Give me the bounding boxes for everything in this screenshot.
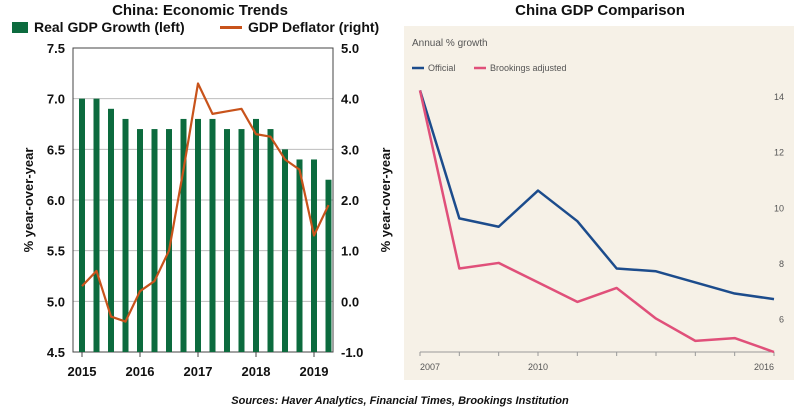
right-chart-background bbox=[404, 26, 794, 380]
legend-gdp-deflator: GDP Deflator (right) bbox=[220, 19, 379, 35]
y-left-tick-label: 5.5 bbox=[47, 244, 65, 259]
legend-real-gdp: Real GDP Growth (left) bbox=[12, 19, 185, 35]
bar-real-gdp bbox=[267, 129, 274, 352]
x-tick-label: 2018 bbox=[242, 364, 271, 379]
y-left-tick-label: 7.0 bbox=[47, 92, 65, 107]
y-right-tick-label: 3.0 bbox=[341, 142, 359, 157]
y-left-tick-label: 7.5 bbox=[47, 41, 65, 56]
legend-gdp-deflator-label: GDP Deflator (right) bbox=[248, 19, 380, 35]
x-tick-label: 2017 bbox=[184, 364, 213, 379]
right-x-tick-label: 2016 bbox=[754, 362, 774, 372]
y-left-axis-label: % year-over-year bbox=[21, 148, 36, 253]
legend-line-swatch bbox=[220, 25, 242, 29]
right-chart: Annual % growth Official Brookings adjuste… bbox=[412, 38, 784, 372]
right-y-tick-label: 8 bbox=[779, 259, 784, 269]
legend-official-label: Official bbox=[428, 63, 455, 73]
bar-real-gdp bbox=[151, 129, 158, 352]
plot-frame bbox=[72, 47, 334, 353]
line-gdp-deflator bbox=[81, 82, 330, 323]
y-right-tick-label: 5.0 bbox=[341, 41, 359, 56]
right-y-tick-label: 12 bbox=[774, 148, 784, 158]
bar-real-gdp bbox=[296, 159, 303, 352]
y-right-tick-label: -1.0 bbox=[341, 345, 363, 360]
source-note: Sources: Haver Analytics, Financial Time… bbox=[231, 395, 569, 407]
bar-real-gdp bbox=[311, 159, 317, 352]
bar-real-gdp bbox=[195, 118, 201, 352]
y-left-tick-label: 5.0 bbox=[47, 294, 65, 309]
y-right-axis-label: % year-over-year bbox=[378, 148, 393, 253]
legend-real-gdp-label: Real GDP Growth (left) bbox=[34, 19, 185, 35]
bar-real-gdp bbox=[282, 149, 288, 352]
right-x-tick-label: 2007 bbox=[420, 362, 440, 372]
bar-real-gdp bbox=[253, 118, 259, 352]
y-left-tick-label: 4.5 bbox=[47, 345, 65, 360]
x-tick-label: 2019 bbox=[300, 364, 329, 379]
bar-real-gdp bbox=[325, 179, 332, 352]
bar-real-gdp bbox=[137, 129, 143, 352]
x-tick-label: 2015 bbox=[68, 364, 97, 379]
line-brookings-adjusted bbox=[418, 90, 775, 354]
x-tick-label: 2016 bbox=[126, 364, 155, 379]
bar-real-gdp bbox=[209, 118, 216, 352]
bar-real-gdp bbox=[108, 108, 114, 352]
bar-real-gdp bbox=[238, 129, 245, 352]
y-right-tick-label: 0.0 bbox=[341, 294, 359, 309]
y-left-tick-label: 6.0 bbox=[47, 193, 65, 208]
right-chart-title: China GDP Comparison bbox=[515, 2, 685, 19]
bar-real-gdp bbox=[180, 118, 187, 352]
right-y-tick-label: 6 bbox=[779, 315, 784, 325]
line-official bbox=[418, 89, 775, 301]
legend-bar-swatch bbox=[12, 21, 28, 33]
y-right-tick-label: 1.0 bbox=[341, 244, 359, 259]
bar-real-gdp bbox=[93, 98, 100, 353]
left-chart-title: China: Economic Trends bbox=[112, 2, 288, 19]
bar-real-gdp bbox=[122, 118, 129, 352]
right-y-tick-label: 10 bbox=[774, 203, 784, 213]
legend-adjusted-label: Brookings adjusted bbox=[490, 63, 567, 73]
bar-real-gdp bbox=[224, 129, 230, 352]
bar-real-gdp bbox=[79, 98, 85, 353]
y-left-tick-label: 6.5 bbox=[47, 142, 65, 157]
left-chart: 4.5 5.0 5.5 6.0 6.5 7.0 7.5 -1.0 0.0 1.0 2.0 3.0 4.0… bbox=[21, 41, 393, 379]
right-x-tick-label: 2010 bbox=[528, 362, 548, 372]
y-right-tick-label: 2.0 bbox=[341, 193, 359, 208]
y-right-tick-label: 4.0 bbox=[341, 92, 359, 107]
right-chart-subtitle: Annual % growth bbox=[412, 38, 488, 49]
bar-real-gdp bbox=[166, 129, 172, 352]
right-y-tick-label: 14 bbox=[774, 92, 784, 102]
